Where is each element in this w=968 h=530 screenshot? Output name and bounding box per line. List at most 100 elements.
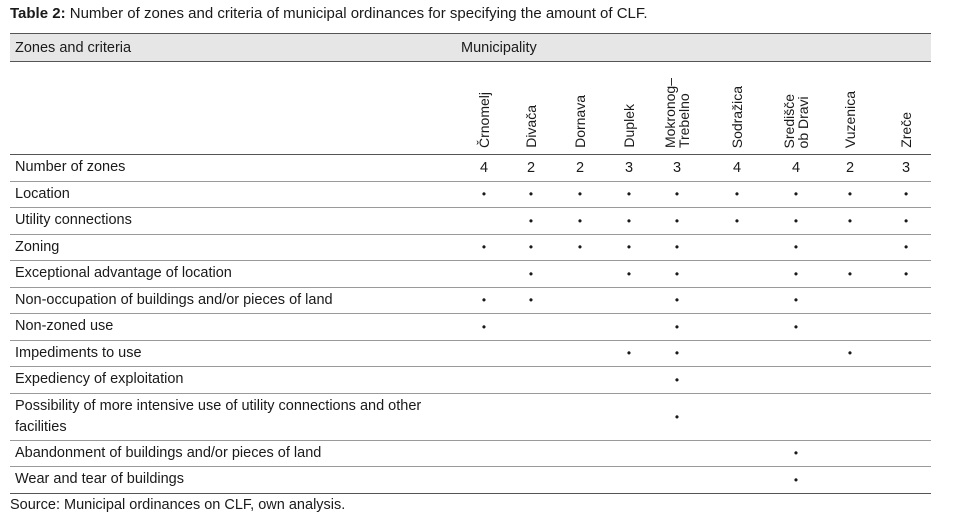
municipality-column-header: Središče ob Dravi <box>773 61 819 155</box>
municipality-header: Municipality <box>461 33 932 62</box>
table-row: Utility connections • • • • • • • • <box>10 207 932 235</box>
criterion-mark: • <box>653 234 701 261</box>
municipality-name: Duplek <box>621 104 637 148</box>
blank-header-cell <box>10 61 461 155</box>
table-cell <box>881 393 932 441</box>
table-cell <box>555 260 605 288</box>
criterion-mark: • <box>605 181 653 208</box>
source-note: Source: Municipal ordinances on CLF, own… <box>10 497 346 513</box>
table-row: Expediency of exploitation • <box>10 366 932 394</box>
table-row: Abandonment of buildings and/or pieces o… <box>10 440 932 467</box>
caption-label: Table 2: <box>10 5 66 22</box>
table-cell <box>555 287 605 314</box>
table-cell <box>605 366 653 394</box>
table-cell: 4 <box>773 154 819 182</box>
table-row: Non-occupation of buildings and/or piece… <box>10 287 932 314</box>
table-cell <box>507 466 555 494</box>
table-cell <box>881 466 932 494</box>
table-cell <box>701 366 773 394</box>
criterion-mark: • <box>653 340 701 367</box>
table-cell: 3 <box>605 154 653 182</box>
table-cell: 2 <box>819 154 881 182</box>
criterion-mark: • <box>507 207 555 235</box>
criterion-label: Non-zoned use <box>10 313 461 341</box>
table-cell <box>819 287 881 314</box>
criterion-mark: • <box>653 366 701 394</box>
table-cell <box>653 466 701 494</box>
table-cell <box>819 234 881 261</box>
municipality-label-wrap: Duplek <box>605 104 653 148</box>
municipality-name: Mokronog– Trebelno <box>662 77 692 148</box>
criterion-mark: • <box>605 207 653 235</box>
table-cell <box>555 393 605 441</box>
table-cell <box>605 466 653 494</box>
table-cell: 2 <box>507 154 555 182</box>
table-cell <box>507 440 555 467</box>
criterion-mark: • <box>653 181 701 208</box>
criterion-mark: • <box>819 340 881 367</box>
municipality-name: Sodražica <box>729 85 745 148</box>
criterion-mark: • <box>701 181 773 208</box>
table-cell <box>605 287 653 314</box>
table-cell: 3 <box>653 154 701 182</box>
municipality-label-wrap: Mokronog– Trebelno <box>653 78 701 148</box>
municipality-column-header: Divača <box>507 61 555 155</box>
table-cell <box>555 466 605 494</box>
table-cell <box>605 393 653 441</box>
criterion-mark: • <box>881 181 932 208</box>
table-cell <box>819 466 881 494</box>
criterion-mark: • <box>819 181 881 208</box>
table-cell: 4 <box>461 154 507 182</box>
table-cell <box>555 340 605 367</box>
municipality-column-header: Sodražica <box>701 61 773 155</box>
table-cell <box>701 313 773 341</box>
municipality-column-header: Mokronog– Trebelno <box>653 61 701 155</box>
criterion-mark: • <box>605 260 653 288</box>
table-cell <box>881 287 932 314</box>
table-cell <box>701 393 773 441</box>
table-cell <box>507 313 555 341</box>
criterion-mark: • <box>653 260 701 288</box>
criterion-mark: • <box>653 207 701 235</box>
criterion-mark: • <box>881 260 932 288</box>
municipality-name: Dornava <box>572 95 588 148</box>
table-cell <box>773 340 819 367</box>
table-cell <box>819 313 881 341</box>
table-row: Impediments to use • • • <box>10 340 932 367</box>
criterion-mark: • <box>653 393 701 441</box>
municipality-label-wrap: Vuzenica <box>819 91 881 148</box>
criterion-mark: • <box>773 313 819 341</box>
table-cell <box>819 393 881 441</box>
criterion-label: Possibility of more intensive use of uti… <box>10 393 461 441</box>
table-cell <box>555 366 605 394</box>
table-body: Number of zones 4 2 2 3 3 4 4 2 3 Location • • • • • • • •… <box>10 154 932 494</box>
table-cell <box>881 366 932 394</box>
municipality-label-wrap: Črnomelj <box>461 92 507 148</box>
municipality-label-wrap: Dornava <box>555 95 605 148</box>
table-cell <box>881 313 932 341</box>
criterion-mark: • <box>773 466 819 494</box>
criteria-header: Zones and criteria <box>10 33 461 62</box>
table-cell <box>819 440 881 467</box>
municipality-column-header: Dornava <box>555 61 605 155</box>
municipality-column-header: Vuzenica <box>819 61 881 155</box>
table-cell <box>701 340 773 367</box>
table-cell: 4 <box>701 154 773 182</box>
criterion-mark: • <box>555 207 605 235</box>
criterion-mark: • <box>653 313 701 341</box>
table-cell <box>701 466 773 494</box>
table-cell <box>773 393 819 441</box>
table-row: Zoning • • • • • • • <box>10 234 932 261</box>
table-cell <box>461 466 507 494</box>
table-caption: Table 2: Number of zones and criteria of… <box>10 5 648 22</box>
ordinance-table: Zones and criteria Municipality Črnomelj… <box>10 33 932 494</box>
table-cell <box>461 340 507 367</box>
criterion-mark: • <box>605 234 653 261</box>
criterion-mark: • <box>507 260 555 288</box>
criterion-mark: • <box>773 440 819 467</box>
table-row: Possibility of more intensive use of uti… <box>10 393 932 441</box>
criterion-mark: • <box>461 181 507 208</box>
criterion-mark: • <box>507 234 555 261</box>
criterion-mark: • <box>555 181 605 208</box>
municipality-names-row: Črnomelj Divača Dornava Duplek Mokronog– Tre… <box>10 61 932 155</box>
